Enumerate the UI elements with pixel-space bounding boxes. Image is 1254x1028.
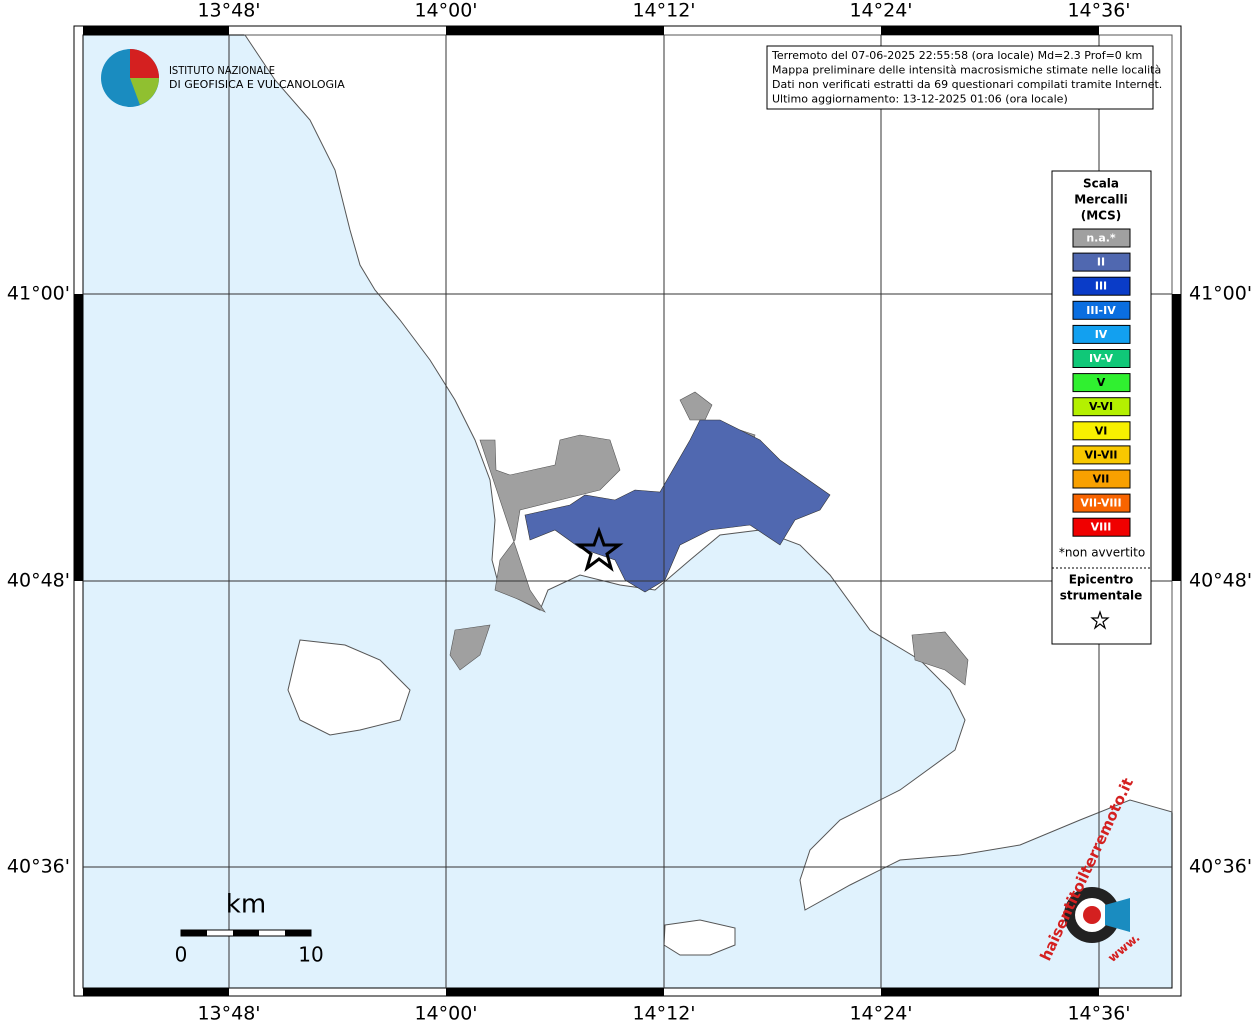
legend-swatch	[1072, 300, 1131, 320]
scale-bar-seg	[181, 930, 207, 936]
legend-star	[1090, 610, 1110, 630]
legend-label: VII	[1093, 473, 1110, 486]
scale-label: 10	[298, 943, 323, 967]
lon-label: 14°12'	[632, 0, 695, 22]
site-logo-part	[1083, 906, 1101, 924]
legend-title: Mercalli	[1074, 193, 1128, 207]
legend-label: V-VI	[1089, 400, 1113, 413]
legend-label: VIII	[1091, 521, 1112, 534]
info-box	[766, 45, 1154, 110]
info-line: Mappa preliminare delle intensità macros…	[772, 64, 1161, 77]
lat-label: 40°48'	[7, 570, 70, 592]
legend-epicenter: strumentale	[1060, 589, 1143, 603]
legend-swatch	[1072, 397, 1131, 417]
legend-swatch	[1072, 276, 1131, 296]
lon-label: 14°24'	[849, 0, 912, 22]
lat-label: 41°00'	[1189, 283, 1252, 305]
legend-swatch	[1072, 349, 1131, 368]
legend-label: VII-VIII	[1080, 497, 1121, 510]
lat-label: 40°36'	[1189, 856, 1252, 878]
lat-label: 40°36'	[7, 856, 70, 878]
lon-label: 13°48'	[197, 1003, 260, 1025]
lon-label: 13°48'	[197, 0, 260, 22]
legend-label: V	[1097, 376, 1106, 389]
ingv-logo-part	[130, 78, 159, 105]
frame-ticks	[74, 26, 1181, 996]
legend-note: *non avvertito	[1059, 546, 1145, 560]
lon-label: 14°00'	[414, 1003, 477, 1025]
area-na	[449, 391, 969, 686]
ischia	[287, 639, 411, 736]
scale-bar-seg	[285, 930, 311, 936]
lat-label: 41°00'	[7, 283, 70, 305]
lon-label: 14°00'	[414, 0, 477, 22]
ingv-logo-part	[130, 49, 159, 78]
legend-swatch	[1072, 445, 1131, 465]
logo-text: DI GEOFISICA E VULCANOLOGIA	[169, 78, 345, 91]
legend-epicenter: Epicentro	[1069, 573, 1134, 587]
capri	[663, 919, 736, 956]
legend-swatch	[1072, 228, 1131, 248]
site-logo-part	[1105, 898, 1130, 932]
lon-label: 14°36'	[1067, 1003, 1130, 1025]
legend-label: VI	[1095, 424, 1108, 437]
legend-label: III	[1095, 280, 1107, 293]
area-ii	[524, 419, 831, 593]
legend-swatch	[1072, 373, 1131, 393]
legend-swatch	[1072, 493, 1131, 513]
epicenter-star	[574, 526, 624, 572]
info-line: Terremoto del 07-06-2025 22:55:58 (ora l…	[771, 49, 1142, 62]
scale-bar-seg	[233, 930, 259, 936]
legend-swatch	[1072, 421, 1131, 441]
legend-title: Scala	[1083, 177, 1119, 191]
lon-label: 14°24'	[849, 1003, 912, 1025]
lon-label: 14°12'	[632, 1003, 695, 1025]
legend-label: IV	[1095, 328, 1108, 341]
legend-label: II	[1097, 256, 1105, 269]
lat-label: 40°48'	[1189, 570, 1252, 592]
legend-swatch	[1072, 517, 1131, 537]
legend-label: III-IV	[1086, 304, 1116, 317]
lon-label: 14°36'	[1067, 0, 1130, 22]
legend-swatch	[1072, 252, 1131, 272]
logo-text: ISTITUTO NAZIONALE	[169, 64, 275, 77]
info-line: Ultimo aggiornamento: 13-12-2025 01:06 (…	[772, 93, 1068, 106]
legend-label: IV-V	[1089, 352, 1114, 365]
scale-label: 0	[175, 943, 188, 967]
info-line: Dati non verificati estratti da 69 quest…	[772, 78, 1162, 91]
scale-unit: km	[226, 890, 266, 920]
legend-swatch	[1072, 324, 1131, 344]
legend-swatch	[1072, 469, 1131, 489]
legend-label: n.a.*	[1086, 232, 1116, 245]
legend-title: (MCS)	[1081, 209, 1122, 223]
legend-label: VI-VII	[1084, 448, 1117, 461]
